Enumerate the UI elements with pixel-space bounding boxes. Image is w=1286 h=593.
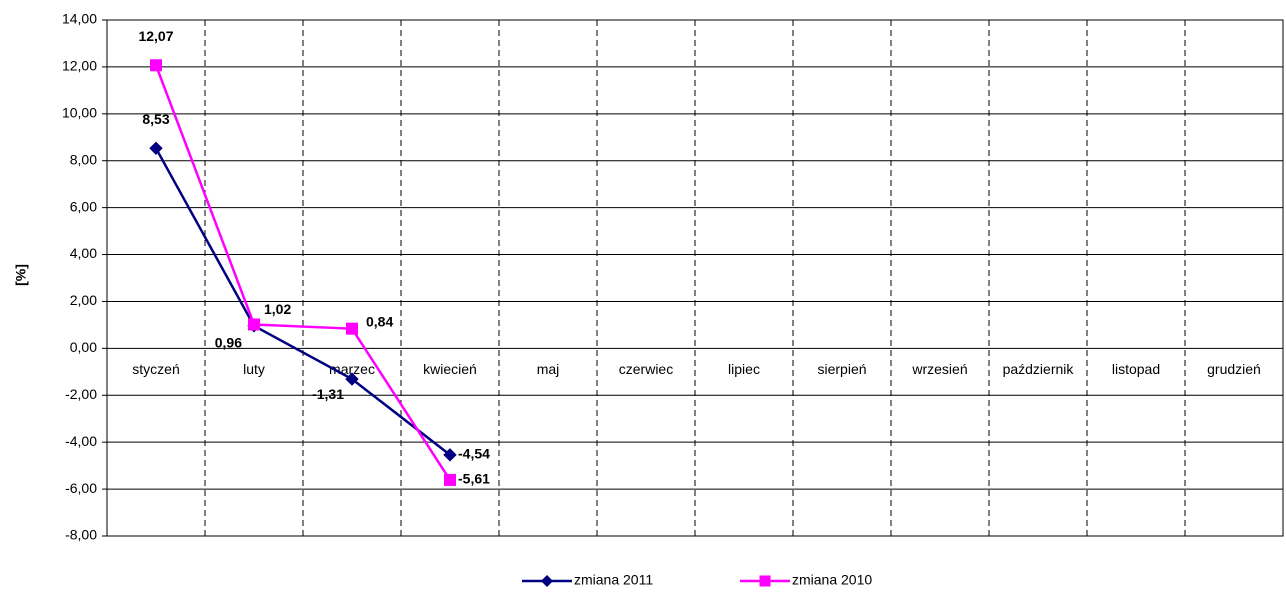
y-tick-label: 8,00 (70, 151, 97, 167)
data-label: 1,02 (264, 301, 291, 317)
y-tick-label: 12,00 (62, 58, 97, 74)
data-label: 8,53 (142, 111, 169, 127)
legend-marker (541, 575, 553, 587)
x-tick-label: wrzesień (911, 361, 967, 377)
data-point (150, 59, 162, 72)
x-tick-label: listopad (1112, 361, 1160, 377)
x-tick-label: sierpień (817, 361, 866, 377)
y-tick-label: -4,00 (65, 433, 97, 449)
y-tick-label: 10,00 (62, 105, 97, 121)
y-tick-label: -2,00 (65, 386, 97, 402)
x-tick-label: październik (1003, 361, 1075, 377)
data-label: 0,96 (215, 335, 242, 351)
data-label: 12,07 (138, 28, 173, 44)
legend-label: zmiana 2011 (574, 572, 653, 588)
data-label: -4,54 (458, 446, 490, 462)
y-tick-label: -8,00 (65, 527, 97, 543)
x-tick-label: lipiec (728, 361, 760, 377)
data-label: -5,61 (458, 471, 490, 487)
x-tick-label: grudzień (1207, 361, 1261, 377)
data-label: -1,31 (312, 386, 344, 402)
series-line (154, 64, 452, 481)
data-label: 0,84 (366, 313, 393, 329)
data-point (346, 322, 358, 335)
x-tick-label: styczeń (132, 361, 179, 377)
series-line (154, 147, 451, 456)
data-point (345, 372, 359, 386)
y-tick-label: 4,00 (70, 245, 97, 261)
y-tick-label: -6,00 (65, 480, 97, 496)
y-tick-label: 0,00 (70, 339, 97, 355)
y-axis-label: [%] (13, 264, 29, 286)
data-point (443, 448, 457, 462)
x-tick-label: luty (243, 361, 265, 377)
x-tick-label: czerwiec (619, 361, 673, 377)
data-point (149, 141, 163, 156)
x-tick-label: kwiecień (423, 361, 477, 377)
x-tick-label: maj (537, 361, 560, 377)
y-tick-label: 14,00 (62, 11, 97, 27)
legend-marker (759, 575, 771, 587)
legend-label: zmiana 2010 (792, 572, 872, 588)
data-point (248, 318, 260, 331)
y-tick-label: 6,00 (70, 198, 97, 214)
data-point (444, 473, 456, 486)
plot-frame (106, 19, 1284, 537)
y-tick-label: 2,00 (70, 292, 97, 308)
